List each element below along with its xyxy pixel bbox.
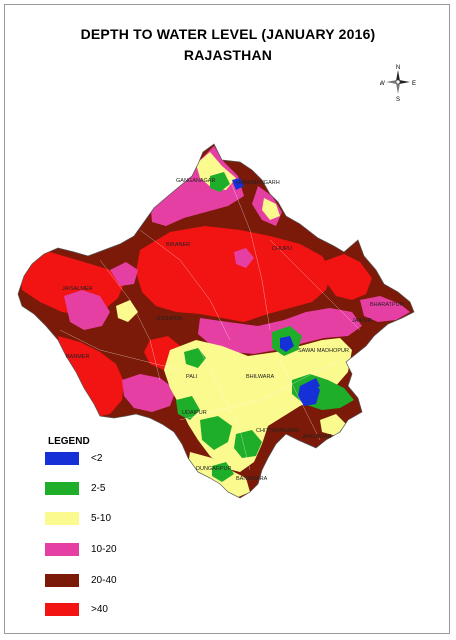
zone-10-20-south bbox=[122, 374, 176, 412]
zone-lt2-east2 bbox=[308, 378, 320, 390]
legend-swatch bbox=[45, 452, 79, 465]
label-udaipur: UDAIPUR bbox=[182, 410, 207, 416]
label-pali: PALI bbox=[186, 374, 198, 380]
label-banswara: BANSWARA bbox=[236, 476, 268, 482]
zone-5-10-northeast bbox=[262, 198, 280, 220]
zone-lt2-north bbox=[232, 178, 244, 190]
label-jaisalmer: JAISALMER bbox=[62, 286, 93, 292]
zone-2-5-south2 bbox=[234, 430, 262, 458]
zone-gt40-southwest bbox=[58, 336, 124, 418]
compass-w: W bbox=[380, 81, 385, 87]
legend-swatch bbox=[45, 482, 79, 495]
legend-label: 10-20 bbox=[91, 544, 117, 555]
zone-2-5-west-south bbox=[176, 396, 200, 420]
label-bhilwara: BHILWARA bbox=[246, 374, 274, 380]
zone-10-20-east bbox=[360, 296, 410, 322]
label-bharatpur: BHARATPUR bbox=[370, 302, 404, 308]
label-jaipur: JAIPUR bbox=[352, 318, 372, 324]
legend-swatch bbox=[45, 543, 79, 556]
label-chittaurgarh: CHITTAURGARH bbox=[256, 428, 299, 434]
legend-label: <2 bbox=[91, 453, 103, 464]
zone-10-20-patch2 bbox=[234, 248, 254, 268]
zone-10-20-patch1 bbox=[110, 262, 138, 286]
legend-label: 2-5 bbox=[91, 483, 106, 494]
zone-10-20-west bbox=[64, 290, 110, 330]
zone-lt2-center bbox=[280, 336, 294, 352]
label-ganganagar: GANGANAGAR bbox=[176, 178, 215, 184]
state-outline bbox=[17, 143, 415, 499]
zone-2-5-north bbox=[210, 172, 230, 192]
label-churu: CHURU bbox=[272, 246, 292, 252]
map-title: DEPTH TO WATER LEVEL (JANUARY 2016) bbox=[80, 26, 376, 42]
label-jodhpur: JODHPUR bbox=[156, 316, 183, 322]
zone-5-10-patch2 bbox=[320, 414, 346, 436]
label-jhalawar: JHALAWAR bbox=[302, 434, 332, 440]
zone-gt40-central bbox=[136, 226, 332, 322]
legend-label: 20-40 bbox=[91, 575, 117, 586]
label-hanumangarh: HANUMANGARH bbox=[236, 180, 280, 186]
legend-swatch bbox=[45, 512, 79, 525]
legend-label: >40 bbox=[91, 604, 108, 615]
legend-title: LEGEND bbox=[48, 436, 90, 447]
legend-label: 5-10 bbox=[91, 513, 112, 524]
label-barmer: BARMER bbox=[66, 354, 90, 360]
zone-gt40-east bbox=[322, 254, 372, 300]
label-bikaner: BIKANER bbox=[166, 242, 190, 248]
label-sawaimadhopur: SAWAI MADHOPUR bbox=[298, 348, 349, 354]
zone-2-5-south1 bbox=[200, 416, 232, 450]
compass-e: E bbox=[412, 81, 416, 87]
compass-s: S bbox=[396, 97, 400, 102]
zone-2-5-central bbox=[184, 348, 206, 368]
zone-2-5-southeast bbox=[212, 462, 234, 482]
legend-swatch bbox=[45, 574, 79, 587]
map-subtitle: RAJASTHAN bbox=[183, 47, 273, 63]
page-frame bbox=[4, 4, 450, 634]
label-dungarpur: DUNGARPUR bbox=[196, 466, 231, 472]
legend-swatch bbox=[45, 603, 79, 616]
compass-n: N bbox=[396, 65, 400, 71]
compass-rose-icon: N S W E bbox=[380, 65, 416, 102]
